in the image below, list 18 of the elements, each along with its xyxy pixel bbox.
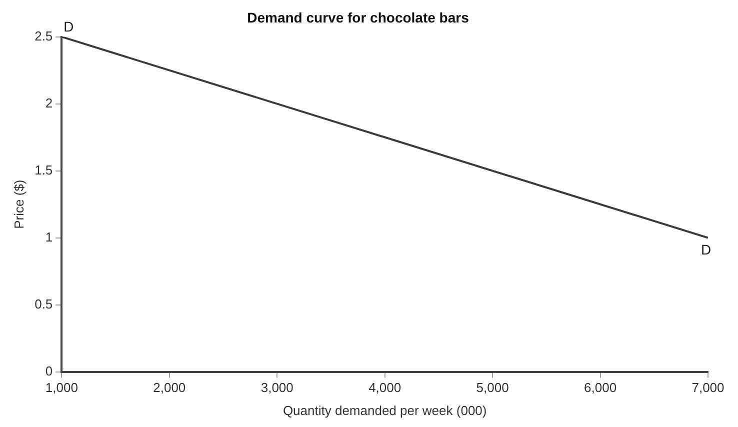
y-tick-label: 1	[45, 229, 53, 244]
x-tick-label: 4,000	[368, 380, 402, 396]
y-tick-label: 2	[45, 95, 53, 110]
annotation: D	[64, 18, 74, 35]
y-axis-title: Price ($)	[11, 180, 26, 229]
y-tick-label: 1.5	[34, 162, 53, 178]
x-tick-label: 7,000	[692, 380, 724, 396]
x-tick-label: 3,000	[260, 380, 294, 396]
chart-title: Demand curve for chocolate bars	[247, 9, 470, 26]
x-tick-label: 5,000	[476, 380, 509, 396]
annotation: D	[700, 242, 712, 258]
x-tick-label: 1,000	[45, 380, 78, 396]
y-tick-label: 0	[45, 363, 53, 378]
y-tick-label: 2.5	[34, 28, 53, 44]
y-tick-label: 0.5	[34, 296, 53, 312]
x-tick-label: 2,000	[153, 380, 186, 396]
x-axis-title: Quantity demanded per week (000)	[282, 402, 487, 418]
x-tick-label: 6,000	[584, 380, 617, 396]
